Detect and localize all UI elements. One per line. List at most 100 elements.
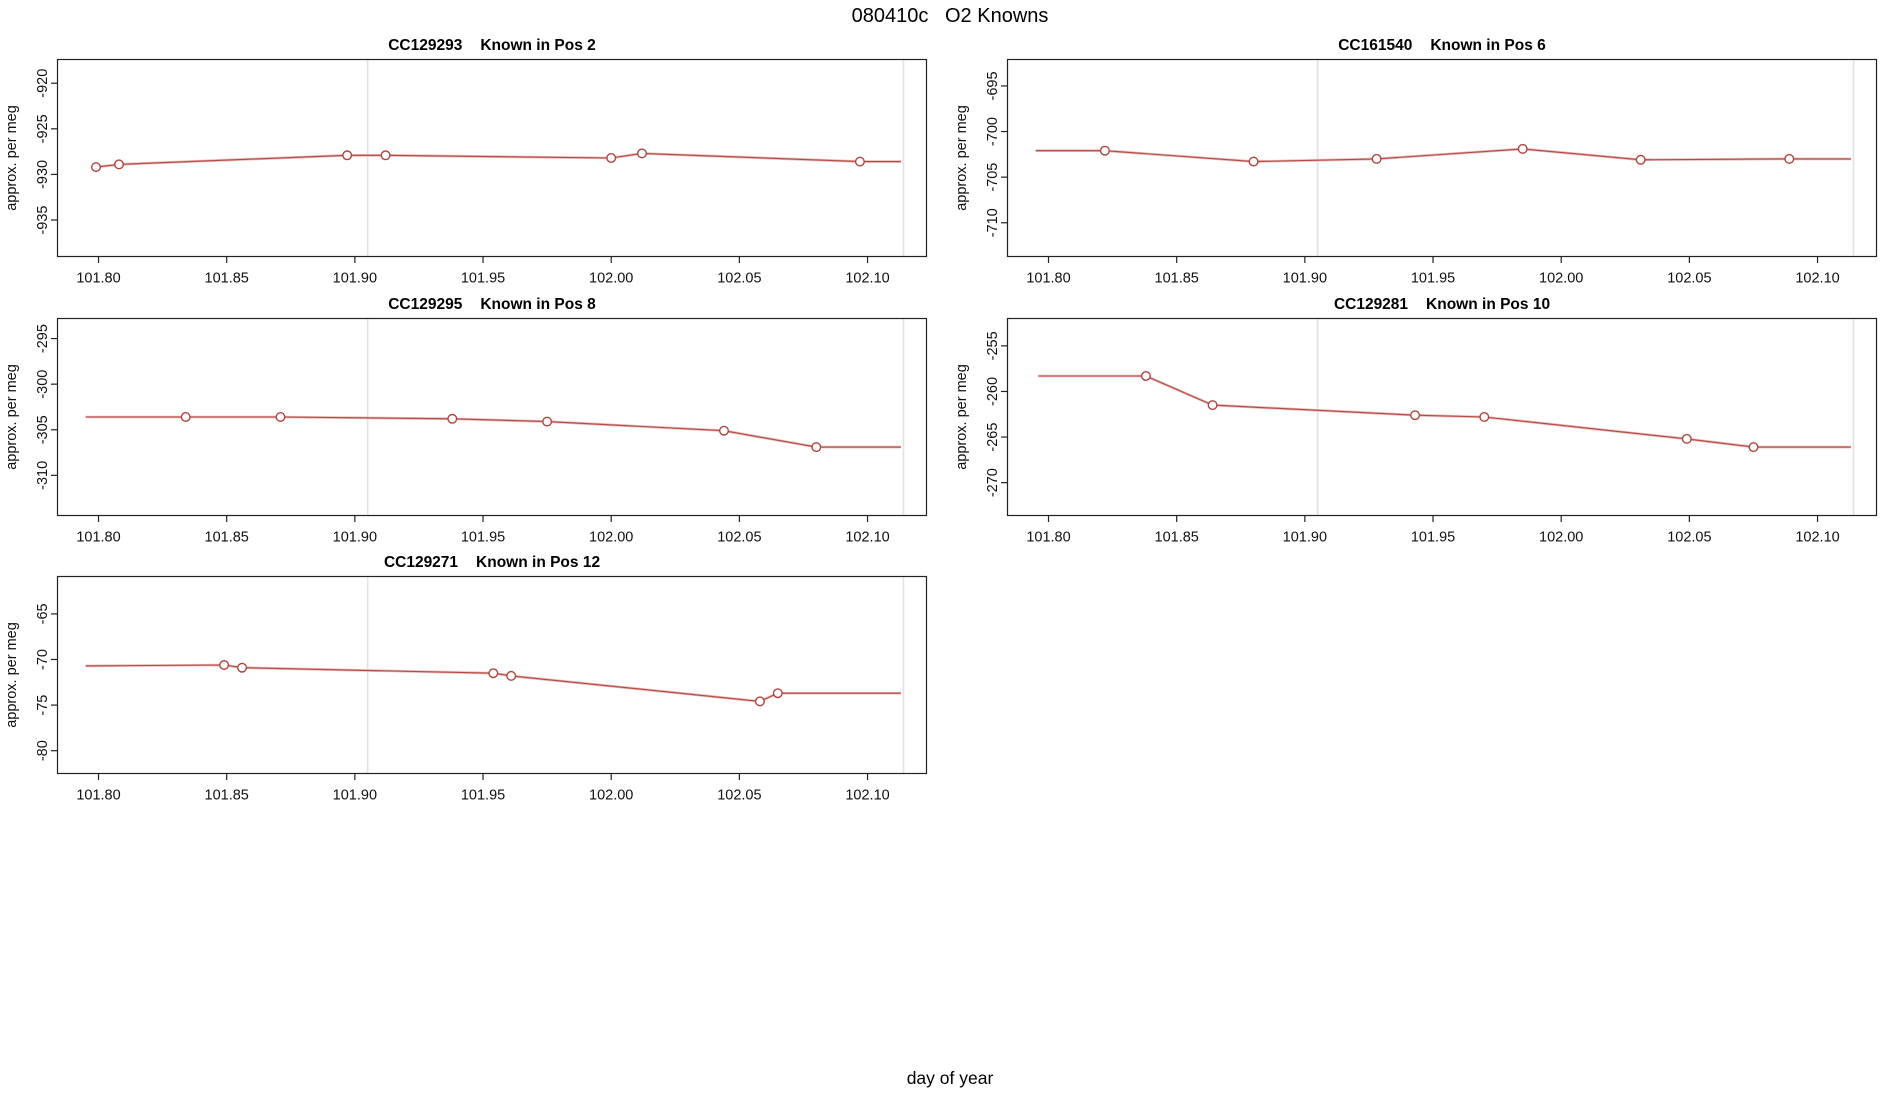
data-point-marker (380, 150, 391, 161)
data-point-marker (637, 148, 648, 159)
y-tick-label: -700 (985, 117, 1001, 146)
y-tick-label: -260 (985, 377, 1001, 406)
x-tick-label: 101.80 (76, 271, 120, 287)
data-line-halo (85, 415, 901, 449)
subplot-title: CC129295 Known in Pos 8 (388, 296, 596, 313)
data-point-marker (1410, 410, 1421, 421)
plot-border (1006, 58, 1878, 258)
y-tick-label: -75 (35, 695, 51, 716)
subplot-canvas: CC129293 Known in Pos 2 101.80 101.85 101.90… (4, 37, 928, 287)
x-tick-label: 101.95 (1411, 530, 1455, 546)
x-tick-label: 102.05 (717, 271, 761, 287)
plot-border (56, 317, 928, 517)
data-point-marker (1517, 143, 1528, 154)
y-tick-label: -925 (35, 114, 51, 143)
plot-border (56, 58, 928, 258)
x-tick-label: 101.90 (1283, 271, 1327, 287)
x-tick-label: 101.80 (1026, 271, 1070, 287)
x-tick-label: 102.00 (1539, 530, 1583, 546)
data-point-marker (488, 668, 499, 679)
x-tick-label: 102.10 (845, 530, 889, 546)
y-tick-label: -935 (35, 206, 51, 235)
data-point-marker (1371, 153, 1382, 164)
x-axis-label: day of year (906, 1068, 994, 1088)
subplot-CC129293: CC129293 Known in Pos 2 101.80 101.85 101.90… (0, 28, 950, 290)
x-tick-label: 102.00 (589, 271, 633, 287)
y-tick-label: -255 (985, 331, 1001, 360)
y-tick-label: -930 (35, 160, 51, 189)
data-point-marker (237, 662, 248, 673)
x-tick-label: 102.00 (589, 530, 633, 546)
x-tick-label: 102.00 (589, 788, 633, 804)
y-axis-label: approx. per meg (4, 364, 20, 470)
subplot-title: CC129281 Known in Pos 10 (1334, 296, 1550, 313)
y-axis-label: approx. per meg (4, 105, 20, 211)
x-tick-label: 102.00 (1539, 271, 1583, 287)
x-tick-label: 101.85 (205, 530, 249, 546)
y-tick-label: -695 (985, 71, 1001, 100)
x-tick-label: 102.05 (717, 530, 761, 546)
y-axis-label: approx. per meg (954, 364, 970, 470)
data-point-marker (719, 425, 730, 436)
data-point-marker (542, 416, 553, 427)
data-point-marker (180, 411, 191, 422)
data-point-marker (1748, 442, 1759, 453)
y-tick-label: -710 (985, 208, 1001, 237)
y-tick-label: -65 (35, 603, 51, 624)
data-point-marker (772, 688, 783, 699)
y-tick-label: -920 (35, 69, 51, 98)
subplot-canvas: CC129281 Known in Pos 10 101.80 101.85 101.9… (954, 296, 1878, 546)
data-point-marker (854, 156, 865, 167)
x-tick-label: 101.85 (205, 788, 249, 804)
data-line (95, 152, 901, 168)
x-tick-label: 101.95 (1411, 271, 1455, 287)
x-tick-label: 102.10 (1795, 271, 1839, 287)
y-axis-label: approx. per meg (4, 622, 20, 728)
subplot-canvas: CC161540 Known in Pos 6 101.80 101.85 101.90… (954, 37, 1878, 287)
x-tick-label: 102.10 (845, 788, 889, 804)
data-point-marker (1479, 411, 1490, 422)
data-point-marker (506, 670, 517, 681)
y-tick-label: -310 (35, 461, 51, 490)
x-tick-label: 101.85 (205, 271, 249, 287)
x-tick-label: 102.10 (1795, 530, 1839, 546)
data-line (85, 416, 901, 448)
data-point-marker (342, 150, 353, 161)
subplot-CC129295: CC129295 Known in Pos 8 101.80 101.85 101.90… (0, 287, 950, 549)
subplot-title: CC129271 Known in Pos 12 (384, 554, 600, 571)
data-point-marker (1248, 156, 1259, 167)
subplot-CC129271: CC129271 Known in Pos 12 101.80 101.85 101.9… (0, 545, 950, 807)
subplot-canvas: CC129295 Known in Pos 8 101.80 101.85 101.90… (4, 296, 928, 546)
x-tick-label: 102.05 (1667, 271, 1711, 287)
subplot-canvas: CC129271 Known in Pos 12 101.80 101.85 101.9… (4, 554, 928, 804)
x-tick-label: 101.95 (461, 271, 505, 287)
figure-title: 080410c O2 Knowns (851, 5, 1049, 27)
data-point-marker (811, 442, 822, 453)
x-tick-label: 101.85 (1155, 271, 1199, 287)
x-tick-label: 101.95 (461, 530, 505, 546)
y-tick-label: -270 (985, 468, 1001, 497)
data-point-marker (606, 152, 617, 163)
data-point-marker (219, 659, 230, 670)
data-point-marker (90, 162, 101, 173)
y-tick-label: -265 (985, 423, 1001, 452)
subplot-title: CC161540 Known in Pos 6 (1338, 37, 1546, 54)
y-tick-label: -705 (985, 163, 1001, 192)
data-point-marker (1681, 433, 1692, 444)
x-tick-label: 101.80 (76, 530, 120, 546)
x-tick-label: 101.90 (333, 530, 377, 546)
x-tick-label: 101.95 (461, 788, 505, 804)
subplot-title: CC129293 Known in Pos 2 (388, 37, 596, 54)
plot-border (56, 575, 928, 775)
x-tick-label: 102.05 (717, 788, 761, 804)
data-point-marker (1784, 153, 1795, 164)
y-tick-label: -80 (35, 740, 51, 761)
data-line (1038, 375, 1851, 448)
x-tick-label: 101.90 (333, 271, 377, 287)
data-point-marker (1207, 400, 1218, 411)
y-tick-label: -295 (35, 324, 51, 353)
plot-border (1006, 317, 1878, 517)
x-tick-label: 101.85 (1155, 530, 1199, 546)
data-point-marker (275, 411, 286, 422)
